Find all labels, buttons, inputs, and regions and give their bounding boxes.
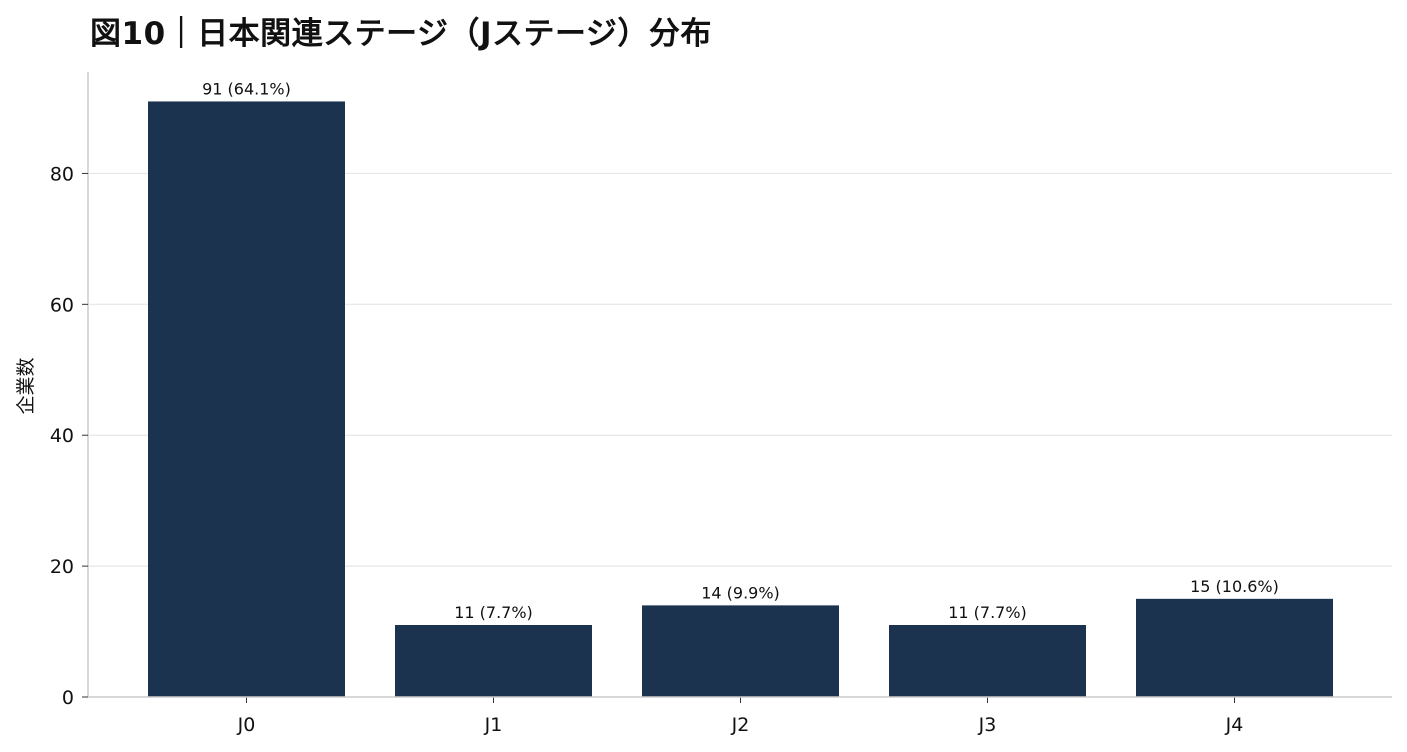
chart-title: 図10｜日本関連ステージ（Jステージ）分布 [90, 16, 712, 52]
data-label-j2: 14 (9.9%) [701, 583, 780, 602]
y-tick-label-80: 80 [50, 163, 74, 185]
data-label-j3: 11 (7.7%) [948, 603, 1027, 622]
bar-j0 [148, 101, 345, 698]
bars [148, 101, 1333, 698]
bar-j3 [889, 625, 1086, 697]
data-label-j1: 11 (7.7%) [454, 603, 533, 622]
x-tick-label-j2: J2 [731, 714, 750, 736]
x-tick-label-j4: J4 [1225, 714, 1244, 736]
y-tick-label-0: 0 [62, 687, 74, 709]
data-label-j0: 91 (64.1%) [202, 79, 291, 98]
y-tick-label-60: 60 [50, 294, 74, 316]
axes [82, 72, 1392, 703]
y-tick-label-20: 20 [50, 556, 74, 578]
bar-j4 [1136, 598, 1333, 697]
data-label-j4: 15 (10.6%) [1190, 577, 1279, 596]
x-tick-label-j0: J0 [237, 714, 256, 736]
labels: 91 (64.1%) J0 11 (7.7%) J1 14 (9.9%) J2 11 (7.… [50, 79, 1279, 736]
x-tick-label-j1: J1 [484, 714, 503, 736]
x-tick-label-j3: J3 [978, 714, 997, 736]
bar-j2 [642, 605, 839, 697]
y-tick-label-40: 40 [50, 425, 74, 447]
bar-j1 [395, 625, 592, 697]
y-axis-title: 企業数 [15, 357, 37, 414]
